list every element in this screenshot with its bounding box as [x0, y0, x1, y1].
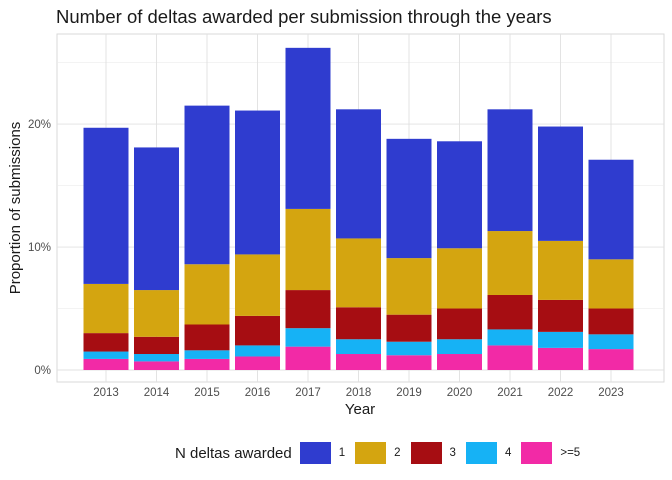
bar-segment — [538, 240, 583, 300]
bar-segment — [487, 109, 533, 232]
legend-item: 4 — [465, 442, 512, 464]
legend-item: 2 — [355, 442, 401, 464]
y-tick-label: 0% — [34, 365, 51, 377]
bar-segment — [184, 358, 230, 370]
bar-segment — [134, 147, 179, 291]
bar-segment — [285, 328, 331, 347]
bar-segment — [285, 208, 331, 291]
bar-segment — [386, 355, 432, 370]
bar-segment — [386, 258, 432, 315]
legend-item: >=5 — [521, 442, 580, 464]
bar-segment — [386, 341, 432, 356]
bar-segment — [184, 105, 230, 265]
legend-item: 1 — [299, 442, 346, 464]
bar-segment — [83, 351, 129, 359]
bar-segment — [386, 138, 432, 259]
x-tick-label: 2014 — [144, 387, 170, 399]
bar-segment — [184, 264, 230, 325]
bar-segment — [588, 334, 634, 350]
legend-label: 3 — [449, 447, 456, 459]
bar-segment — [134, 336, 179, 355]
bar-segment — [487, 294, 533, 330]
x-tick-label: 2018 — [346, 387, 372, 399]
bar-segment — [235, 110, 280, 255]
bar-segment — [184, 350, 230, 359]
bar-segment — [336, 238, 381, 308]
legend-swatch — [410, 442, 442, 464]
bar-segment — [386, 314, 432, 342]
x-tick-label: 2023 — [598, 387, 624, 399]
bar-segment — [538, 126, 583, 241]
bar-segment — [588, 349, 634, 370]
bar-segment — [134, 354, 179, 362]
bar-segment — [336, 109, 381, 239]
legend: N deltas awarded 1 2 3 4 >=5 — [175, 441, 590, 465]
bar-segment — [83, 358, 129, 370]
x-tick-label: 2021 — [497, 387, 523, 399]
bar-segment — [538, 331, 583, 348]
y-axis-title: Proportion of submissions — [7, 122, 24, 295]
bar-segment — [134, 361, 179, 370]
legend-item: 3 — [410, 442, 456, 464]
x-tick-label: 2020 — [447, 387, 473, 399]
bar-segment — [437, 339, 482, 355]
bar-segment — [336, 339, 381, 355]
y-tick-label: 20% — [28, 119, 51, 131]
bar-segment — [235, 345, 280, 357]
bar-segment — [538, 299, 583, 332]
legend-swatch — [355, 442, 387, 464]
legend-label: 2 — [394, 447, 401, 459]
x-axis-ticks: 2013 2014 2015 2016 2017 2018 2019 2020 2021 2022… — [93, 387, 624, 399]
bar-segment — [437, 308, 482, 340]
bar-segment — [588, 308, 634, 335]
bar-segment — [336, 307, 381, 340]
x-axis-title: Year — [345, 401, 375, 418]
bar-segment — [184, 324, 230, 351]
bar-segment — [83, 127, 129, 284]
bar-segment — [336, 354, 381, 370]
plot-panel-border — [56, 33, 665, 383]
legend-swatch — [465, 442, 497, 464]
legend-swatch — [521, 442, 553, 464]
bar-segment — [83, 283, 129, 334]
x-tick-label: 2022 — [548, 387, 574, 399]
bar-segment — [235, 315, 280, 346]
chart-title: Number of deltas awarded per submission … — [56, 6, 552, 27]
bar-segment — [437, 354, 482, 370]
bar-segment — [437, 141, 482, 249]
x-tick-label: 2019 — [396, 387, 422, 399]
legend-label: 1 — [338, 447, 346, 459]
x-tick-label: 2013 — [93, 387, 119, 399]
legend-items: 1 2 3 4 >=5 — [299, 442, 590, 464]
y-axis-ticks: 0% 10% 20% — [28, 119, 51, 377]
x-tick-label: 2015 — [194, 387, 220, 399]
x-tick-label: 2017 — [295, 387, 321, 399]
bar-segment — [588, 259, 634, 309]
bar-chart: 0% 10% 20% 2013 2014 2015 2016 2017 2018 2019 202… — [7, 33, 665, 418]
legend-swatch — [299, 442, 331, 464]
bar-segment — [235, 254, 280, 316]
bar-segment — [83, 333, 129, 352]
legend-label: 4 — [504, 447, 512, 459]
bar-segment — [285, 47, 331, 209]
x-tick-label: 2016 — [245, 387, 271, 399]
bar-segment — [134, 290, 179, 337]
legend-title: N deltas awarded — [175, 444, 292, 462]
bar-segment — [487, 345, 533, 370]
bars — [83, 47, 634, 370]
bar-segment — [487, 329, 533, 346]
y-tick-label: 10% — [28, 242, 51, 254]
legend-label: >=5 — [560, 447, 581, 459]
bar-segment — [538, 347, 583, 370]
bar-segment — [235, 356, 280, 370]
bar-segment — [285, 290, 331, 329]
bar-segment — [588, 159, 634, 260]
bar-segment — [285, 346, 331, 370]
bar-segment — [487, 231, 533, 295]
bar-segment — [437, 248, 482, 309]
